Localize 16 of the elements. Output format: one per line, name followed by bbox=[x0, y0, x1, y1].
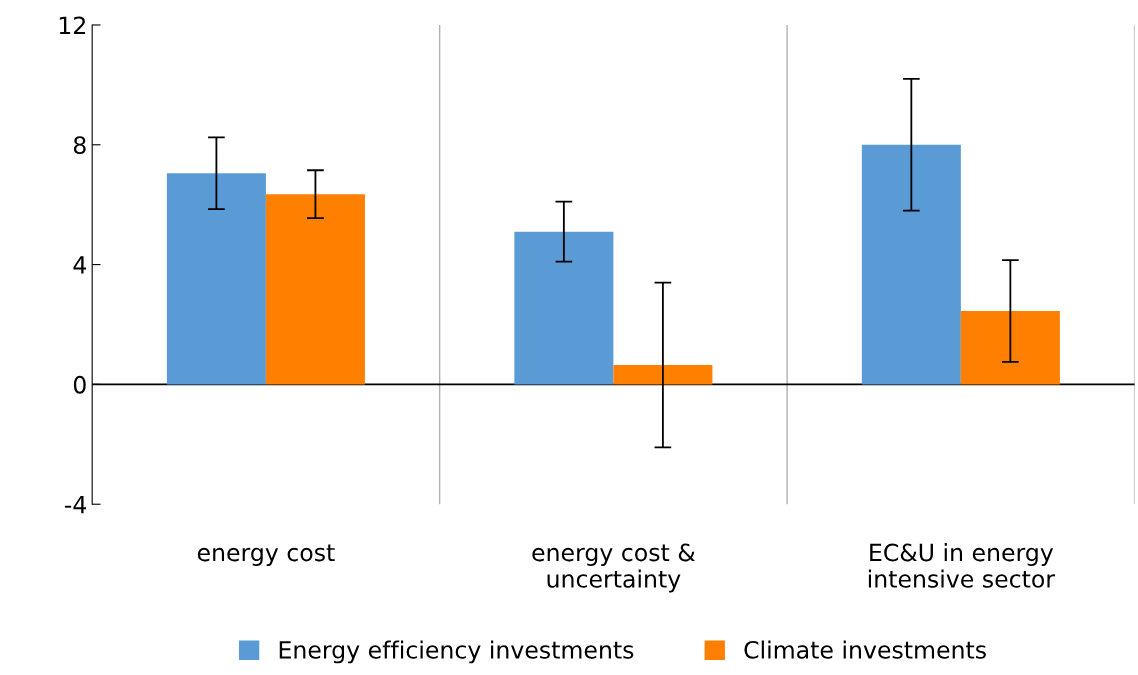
legend-label: Energy efficiency investments bbox=[279, 640, 634, 664]
bar bbox=[861, 144, 961, 385]
x-tick-label: energy cost bbox=[197, 544, 335, 566]
legend-label: Climate investments bbox=[744, 640, 986, 659]
y-tick-label: 4 bbox=[73, 256, 86, 274]
x-tick-label: energy cost & uncertainty bbox=[532, 543, 695, 593]
bar bbox=[166, 173, 266, 385]
x-tick-label: EC&U in energy intensive sector bbox=[868, 543, 1056, 588]
y-tick-label: 8 bbox=[73, 136, 86, 155]
bar bbox=[960, 311, 1060, 385]
bar bbox=[265, 194, 365, 385]
bar bbox=[613, 364, 713, 385]
y-tick-label: 12 bbox=[59, 16, 85, 34]
bar bbox=[514, 231, 614, 385]
y-tick-label: -4 bbox=[64, 495, 86, 514]
y-tick-label: 0 bbox=[73, 375, 86, 394]
